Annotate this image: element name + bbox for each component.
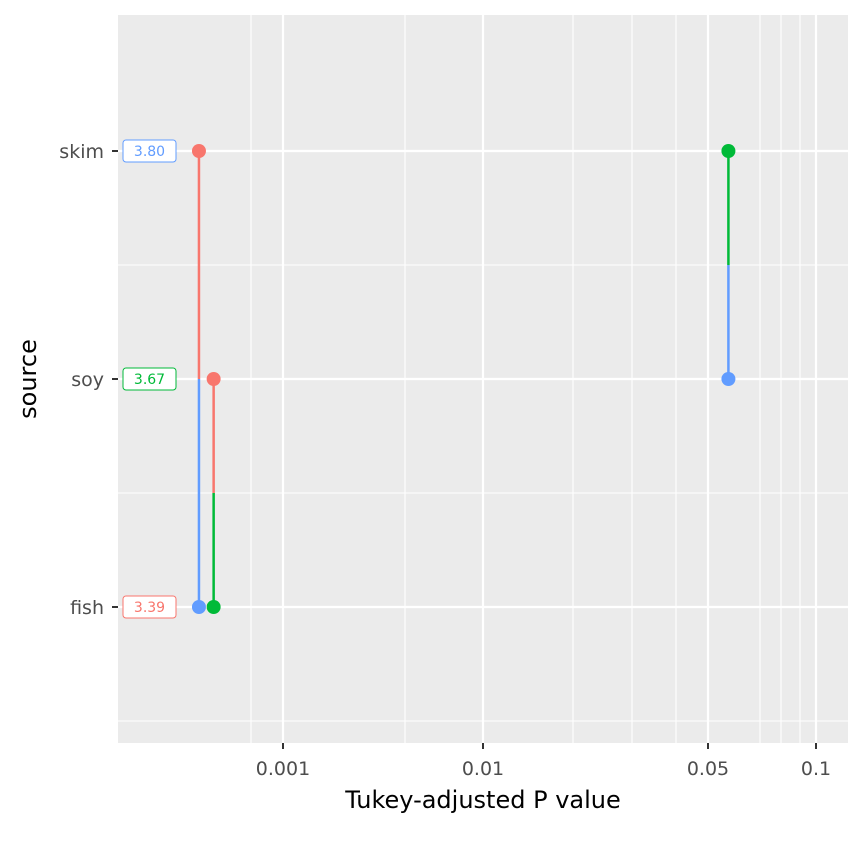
x-tick-label: 0.1 bbox=[801, 758, 831, 780]
comparison-segments bbox=[197, 151, 730, 607]
x-axis-title: Tukey-adjusted P value bbox=[344, 786, 621, 814]
comparison-point bbox=[191, 600, 206, 614]
x-tick-label: 0.01 bbox=[462, 758, 504, 780]
major-gridlines bbox=[118, 15, 848, 743]
comparison-point bbox=[721, 144, 736, 158]
estimate-label: 3.39 bbox=[122, 595, 177, 619]
estimate-label: 3.67 bbox=[122, 367, 177, 391]
comparison-point bbox=[191, 144, 206, 158]
y-axis: fish soy skim 3.80 3.67 3.39 bbox=[59, 139, 177, 619]
comparison-point bbox=[721, 372, 736, 386]
estimate-label-text: 3.39 bbox=[134, 600, 165, 616]
comparison-point bbox=[206, 372, 221, 386]
x-axis: 0.001 0.01 0.05 0.1 bbox=[256, 743, 831, 780]
estimate-label: 3.80 bbox=[122, 139, 177, 163]
y-tick-label: soy bbox=[71, 369, 104, 391]
comparison-point bbox=[206, 600, 221, 614]
y-tick-label: fish bbox=[70, 597, 104, 619]
x-tick-label: 0.05 bbox=[687, 758, 729, 780]
estimate-label-text: 3.67 bbox=[134, 372, 165, 388]
y-axis-title: source bbox=[14, 339, 42, 419]
estimate-label-text: 3.80 bbox=[134, 144, 165, 160]
x-tick-label: 0.001 bbox=[256, 758, 310, 780]
comparison-points bbox=[191, 144, 736, 614]
y-tick-label: skim bbox=[59, 141, 104, 163]
